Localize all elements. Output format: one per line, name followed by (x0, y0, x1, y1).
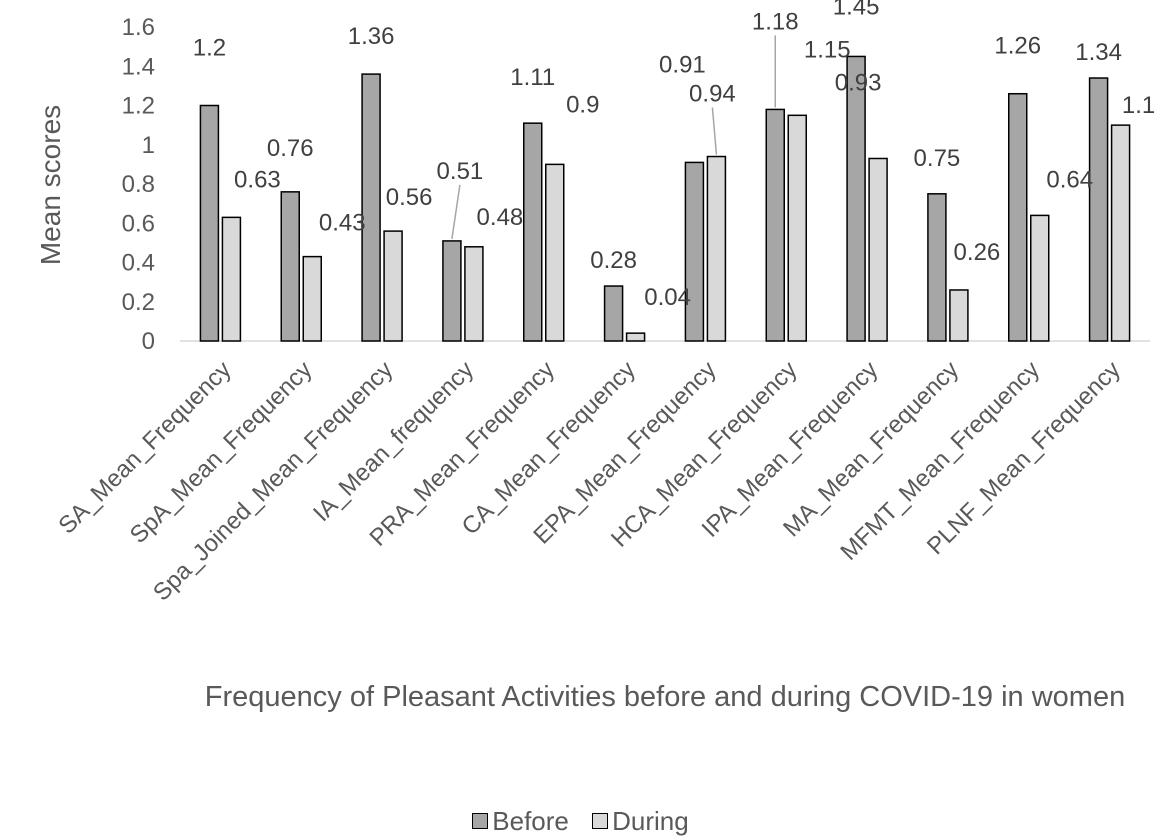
y-tick-label: 0.4 (122, 250, 155, 277)
bar-before (523, 122, 543, 342)
y-axis-title: Mean scores (35, 105, 66, 265)
data-label-before: 1.2 (193, 35, 226, 62)
bar-during (706, 155, 727, 342)
data-label-during: 0.9 (566, 91, 599, 118)
data-label-during: 0.94 (689, 81, 736, 108)
data-label-before: 1.34 (1075, 39, 1122, 66)
bar-during (545, 163, 565, 342)
bar-before (1008, 92, 1028, 342)
bar-before (442, 240, 462, 342)
bar-before (846, 55, 866, 342)
data-label-before: 0.91 (659, 51, 706, 78)
category-labels: SA_Mean_FrequencySpA_Mean_FrequencySpa_J… (53, 356, 1125, 606)
bar-during (625, 332, 646, 342)
bar-during (383, 230, 403, 342)
legend-label-before: Before (492, 805, 569, 836)
legend-item-before: Before (472, 806, 569, 837)
data-label-before: 1.45 (833, 0, 880, 20)
data-label-during: 0.64 (1046, 166, 1093, 193)
legend-swatch-before (472, 813, 489, 829)
y-tick-label: 0.2 (122, 289, 155, 316)
data-label-before: 1.36 (348, 23, 395, 50)
y-tick-label: 0.6 (122, 210, 155, 237)
bar-during (221, 216, 242, 342)
bar-during (868, 157, 888, 342)
bar-group (199, 55, 1131, 342)
data-label-during: 0.63 (234, 166, 281, 193)
data-label-during: 0.26 (954, 239, 1001, 266)
legend-label-during: During (612, 805, 689, 836)
legend: Before During (0, 805, 1161, 837)
bar-during (302, 255, 322, 342)
label-leader-line (451, 184, 461, 240)
data-labels: 1.2 0.63 0.76 0.43 1.36 0.560.51 0.48 1.11 0.9 0.… (193, 0, 1156, 311)
y-tick-label: 1.4 (122, 53, 155, 80)
data-label-before: 1.18 (752, 8, 799, 35)
data-label-during: 0.43 (319, 210, 366, 237)
data-label-during: 0.48 (477, 204, 524, 231)
y-tick-label: 0 (142, 328, 155, 355)
bar-during (1110, 124, 1131, 342)
data-label-during: 0.93 (835, 69, 882, 96)
data-label-during: 0.04 (644, 284, 691, 311)
bar-before (280, 191, 300, 342)
legend-item-during: During (592, 806, 689, 837)
y-tick-label: 0.8 (122, 171, 155, 198)
legend-swatch-during (592, 813, 609, 829)
y-tick-label: 1.6 (122, 14, 155, 41)
data-label-before: 0.76 (267, 135, 314, 162)
data-label-during: 1.15 (804, 36, 851, 63)
bar-during (949, 289, 969, 342)
bar-before (765, 108, 785, 342)
category-label: IA_Mean_frequency (308, 356, 479, 527)
bar-before (199, 104, 220, 342)
data-label-before: 0.75 (914, 145, 961, 172)
label-leader-line (711, 107, 718, 155)
y-tick-label: 1.2 (122, 93, 155, 120)
y-tick-label: 1 (142, 132, 155, 159)
data-label-before: 1.26 (994, 33, 1041, 60)
data-label-during: 0.56 (386, 184, 433, 211)
data-label-before: 1.11 (510, 64, 555, 91)
y-axis: 0 0.2 0.4 0.6 0.8 1 1.2 1.4 1.6 (122, 14, 1150, 355)
bar-before (927, 193, 947, 342)
data-label-before: 0.28 (590, 247, 637, 274)
bar-during (464, 246, 484, 342)
data-label-before: 0.51 (437, 158, 484, 185)
bar-before (684, 161, 705, 342)
bar-before (361, 73, 381, 342)
bar-before (603, 285, 624, 342)
data-label-during: 1.1 (1122, 92, 1155, 119)
x-axis-title: Frequency of Pleasant Activities before … (204, 681, 1126, 713)
bar-during (787, 114, 807, 342)
bar-before (1088, 77, 1109, 342)
bar-during (1030, 214, 1050, 342)
